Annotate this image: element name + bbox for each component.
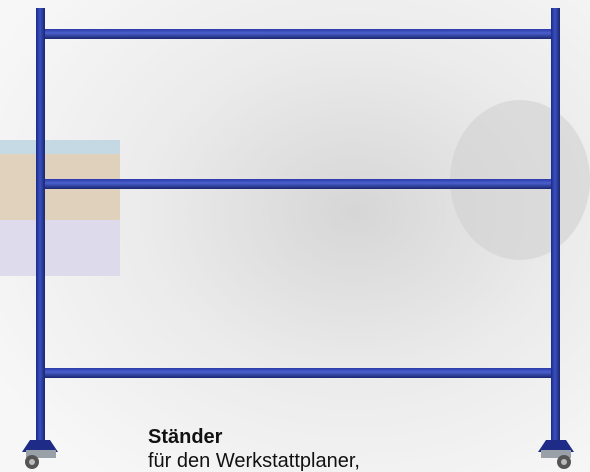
product-image: Ständer für den Werkstattplaner, [0,0,590,472]
caption-title: Ständer [148,426,223,448]
page: Ständer für den Werkstattplaner, (() => … [0,0,590,472]
color-block [0,140,120,154]
color-block [0,220,120,276]
caption-text: für den Werkstattplaner, [148,450,360,472]
